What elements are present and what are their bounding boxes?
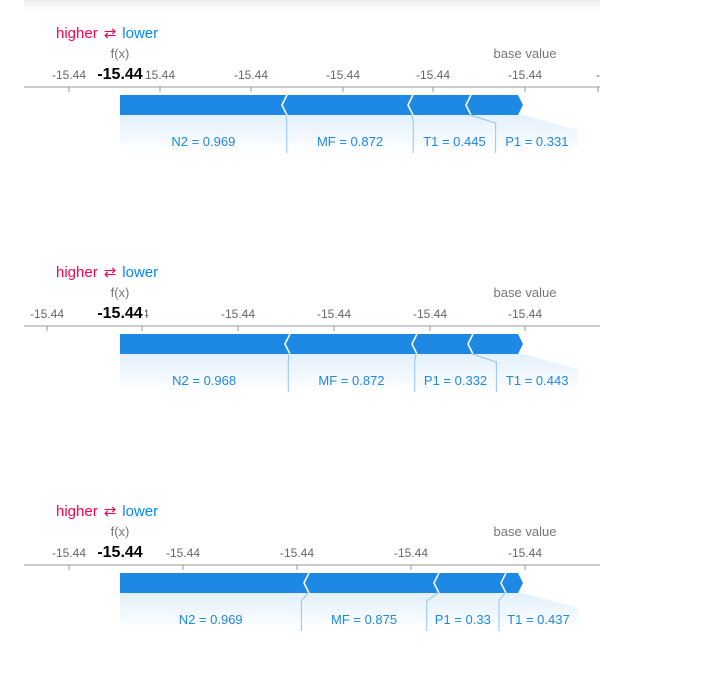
base-value-label: base value xyxy=(494,524,557,539)
force-plot-2: higher⇄lower-15.4444-15.44-15.44-15.44-1… xyxy=(0,239,702,439)
label-band xyxy=(120,593,578,631)
tick-label: -15.44 xyxy=(30,307,64,321)
feature-bar xyxy=(411,334,472,354)
feature-bar xyxy=(467,334,523,354)
force-plot-svg: -15.44 15.44 -15.44 -15.44 -15.44 -15.44 -f(x)… xyxy=(24,46,600,153)
tick-label: -15.44 xyxy=(166,546,200,560)
feature-bar xyxy=(465,95,523,115)
fx-value: -15.44 xyxy=(97,305,142,322)
legend-lower: lower xyxy=(122,503,159,520)
feature-bar xyxy=(120,334,289,354)
legend: higher ⇄ lower xyxy=(56,263,158,283)
leader-line xyxy=(287,353,290,392)
base-value-label: base value xyxy=(494,46,557,61)
feature-separator xyxy=(467,333,474,355)
feature-separator xyxy=(411,333,418,355)
feature-separator xyxy=(465,94,472,116)
top-shadow xyxy=(24,0,600,12)
feature-bar xyxy=(500,573,523,593)
feature-separator xyxy=(281,94,288,116)
leader-line xyxy=(300,592,309,631)
tick-label: -15.44 xyxy=(280,546,314,560)
label-band xyxy=(120,354,578,392)
feature-label: T1 = 0.443 xyxy=(506,373,569,388)
fx-value-bg xyxy=(96,542,145,560)
feature-label: N2 = 0.968 xyxy=(172,373,236,388)
legend-higher: higher xyxy=(56,264,98,281)
tick-label: -15.44 xyxy=(234,68,268,82)
feature-label: MF = 0.875 xyxy=(331,612,397,627)
tick-label: -15.44 xyxy=(508,307,542,321)
fx-label: f(x) xyxy=(111,524,130,539)
feature-separator xyxy=(303,572,310,594)
leader-line xyxy=(411,114,414,153)
tick-label: -15.44 xyxy=(508,546,542,560)
feature-label: N2 = 0.969 xyxy=(179,612,243,627)
feature-label: MF = 0.872 xyxy=(317,134,383,149)
tick-label: -15.44 xyxy=(413,307,447,321)
leader-line xyxy=(498,592,506,631)
tick-label: -15.44 xyxy=(52,68,86,82)
tick-label: 15.44 xyxy=(145,68,175,82)
leader-line xyxy=(426,592,439,631)
feature-bar xyxy=(120,573,308,593)
leader-line xyxy=(285,114,288,153)
swap-arrows-icon: ⇄ xyxy=(103,25,117,42)
swap-arrows-icon: ⇄ xyxy=(103,503,117,520)
label-band xyxy=(120,115,578,153)
force-plot-3: higher ⇄ lower -15.44 -15.44 -15.44 -15.44 -15.… xyxy=(0,478,702,678)
feature-label: T1 = 0.437 xyxy=(507,612,570,627)
fx-value: -15.44 xyxy=(97,66,142,83)
fx-value-bg xyxy=(96,303,145,321)
feature-bar xyxy=(120,95,286,115)
tick-label: -15.44 xyxy=(221,307,255,321)
feature-bar xyxy=(281,95,412,115)
fx-label: f(x) xyxy=(111,285,130,300)
feature-label: T1 = 0.445 xyxy=(423,134,486,149)
legend-higher: higher xyxy=(56,503,98,520)
feature-label: MF = 0.872 xyxy=(318,373,384,388)
fx-label: f(x) xyxy=(111,46,130,61)
feature-bar xyxy=(303,573,438,593)
fx-value-bg xyxy=(96,64,145,82)
tick-label: -15.44 xyxy=(394,546,428,560)
tick-label: -15.44 xyxy=(508,68,542,82)
feature-bar xyxy=(407,95,470,115)
swap-arrows-icon: ⇄ xyxy=(103,264,117,281)
feature-separator xyxy=(500,572,507,594)
leader-line xyxy=(469,114,497,153)
feature-bar xyxy=(284,334,416,354)
force-plot-svg: -15.44 -15.44 -15.44 -15.44 -15.44 f(x) base v… xyxy=(24,524,600,631)
feature-separator xyxy=(407,94,414,116)
tick-label: -15.44 xyxy=(326,68,360,82)
leader-line xyxy=(414,353,417,392)
feature-label: P1 = 0.33 xyxy=(435,612,491,627)
legend: higher ⇄ lower xyxy=(56,502,158,522)
base-value-label: base value xyxy=(494,285,557,300)
fx-value: -15.44 xyxy=(97,544,142,561)
force-plot-1: higher ⇄ lower -15.44 15.44 -15.44 -15.44 -15.4… xyxy=(0,0,702,200)
feature-separator xyxy=(284,333,291,355)
feature-label: P1 = 0.332 xyxy=(424,373,487,388)
legend-lower: lower xyxy=(122,25,159,42)
legend-higher: higher xyxy=(56,25,98,42)
tick-label: -15.44 xyxy=(317,307,351,321)
feature-label: N2 = 0.969 xyxy=(171,134,235,149)
feature-label: P1 = 0.331 xyxy=(505,134,568,149)
tick-label: -15.44 xyxy=(52,546,86,560)
feature-bar xyxy=(433,573,505,593)
legend: higher ⇄ lower xyxy=(56,24,158,44)
tick-label: -15.44 xyxy=(416,68,450,82)
feature-separator xyxy=(433,572,440,594)
leader-line xyxy=(471,353,497,392)
legend-lower: lower xyxy=(122,264,159,281)
tick-label: - xyxy=(596,68,600,82)
force-plot-svg: -15.4444-15.44-15.44-15.44-15.44f(x)base… xyxy=(24,285,600,392)
